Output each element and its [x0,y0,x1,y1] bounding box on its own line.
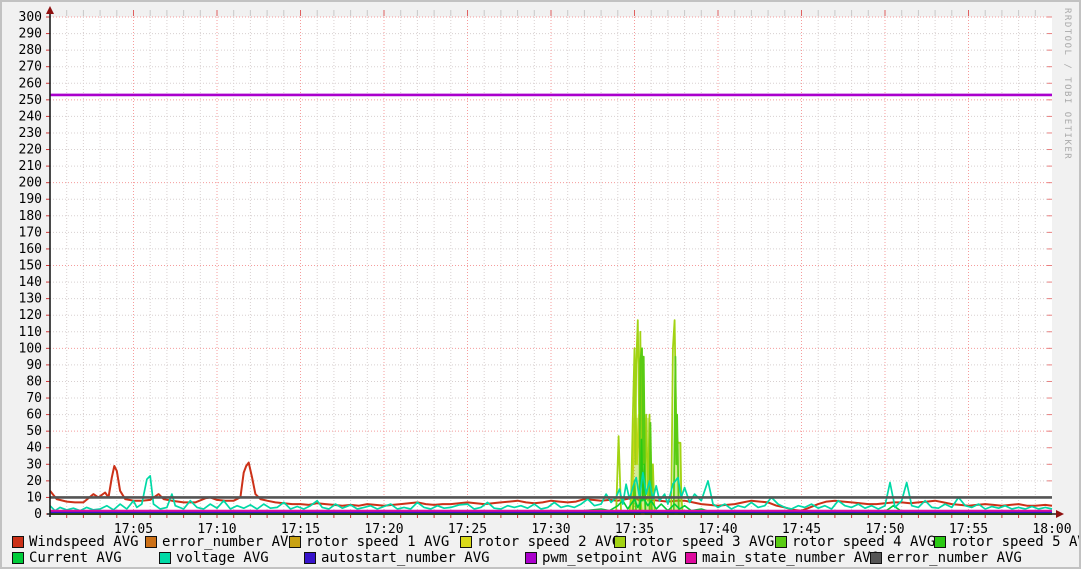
y-tick-label: 140 [19,275,42,290]
y-tick-label: 30 [26,457,42,472]
series-windspeed [49,461,1053,512]
x-tick-label: 17:45 [782,522,821,537]
x-tick-label: 17:50 [865,522,904,537]
y-tick-label: 240 [19,109,42,124]
y-tick-label: 230 [19,126,42,141]
y-tick-label: 20 [26,474,42,489]
y-tick-label: 160 [19,242,42,257]
y-tick-label: 200 [19,176,42,191]
y-tick-label: 90 [26,358,42,373]
y-tick-label: 260 [19,76,42,91]
y-tick-label: 150 [19,259,42,274]
x-tick-label: 17:20 [364,522,403,537]
x-tick-label: 17:40 [698,522,737,537]
y-tick-label: 300 [19,10,42,25]
y-tick-label: 180 [19,209,42,224]
y-tick-label: 50 [26,424,42,439]
series-voltage [49,471,1053,512]
rrdtool-watermark: RRDTOOL / TOBI OETIKER [1062,8,1072,161]
y-axis-arrow-icon [46,6,54,14]
y-tick-label: 210 [19,159,42,174]
x-tick-label: 18:00 [1032,522,1071,537]
x-tick-label: 17:15 [281,522,320,537]
y-tick-label: 220 [19,143,42,158]
x-axis-arrow-icon [1056,510,1064,518]
axes [46,6,1064,518]
x-tick-label: 17:10 [197,522,236,537]
x-tick-label: 17:05 [114,522,153,537]
y-tick-label: 250 [19,93,42,108]
y-tick-label: 290 [19,27,42,42]
y-tick-label: 100 [19,341,42,356]
y-tick-label: 10 [26,490,42,505]
y-tick-label: 170 [19,225,42,240]
y-tick-label: 0 [34,507,42,522]
x-axis-labels: 17:05 17:10 17:15 17:20 17:25 17:30 17:35 17:40… [114,522,1072,537]
y-tick-label: 60 [26,408,42,423]
x-tick-label: 17:55 [949,522,988,537]
y-tick-label: 70 [26,391,42,406]
y-tick-label: 270 [19,60,42,75]
x-tick-label: 17:35 [615,522,654,537]
y-tick-label: 280 [19,43,42,58]
series-rotor_speed_2 [50,388,1052,515]
y-tick-label: 130 [19,292,42,307]
x-tick-label: 17:25 [448,522,487,537]
y-tick-label: 40 [26,441,42,456]
y-tick-label: 110 [19,325,42,340]
y-tick-label: 80 [26,374,42,389]
y-tick-label: 190 [19,192,42,207]
y-tick-label: 120 [19,308,42,323]
x-tick-label: 17:30 [531,522,570,537]
